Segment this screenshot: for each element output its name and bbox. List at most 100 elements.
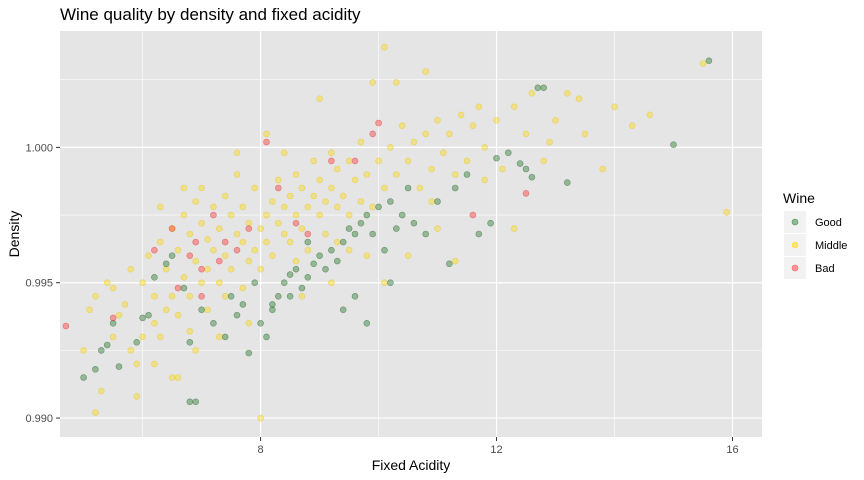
data-point-middle (233, 171, 241, 178)
data-point-middle (552, 117, 559, 124)
data-point-bad (328, 157, 335, 165)
data-point-middle (127, 265, 135, 273)
x-tick-label: 12 (490, 444, 502, 456)
data-point-good (516, 160, 524, 167)
data-point-good (304, 238, 312, 246)
data-point-middle (339, 192, 347, 200)
data-point-bad (109, 314, 117, 322)
data-point-middle (233, 230, 241, 238)
data-point-middle (469, 122, 477, 129)
data-point-bad (469, 211, 477, 219)
data-point-middle (316, 95, 323, 102)
data-point-good (381, 246, 388, 254)
data-point-bad (186, 252, 194, 259)
y-tick-label: 0.990 (25, 413, 53, 425)
data-point-middle (410, 138, 418, 146)
data-point-middle (310, 192, 318, 200)
data-point-middle (139, 279, 146, 287)
data-point-middle (227, 265, 235, 273)
data-point-good (186, 398, 194, 406)
data-point-middle (139, 333, 146, 341)
data-point-good (445, 260, 453, 268)
data-point-bad (210, 211, 217, 219)
legend-label-bad: Bad (815, 263, 835, 275)
data-point-bad (198, 292, 205, 300)
data-point-good (563, 179, 571, 186)
y-axis-ticks: 0.990 0.995 1.000 (25, 142, 60, 425)
data-point-good (103, 341, 111, 349)
data-point-middle (274, 176, 282, 184)
data-point-middle (186, 230, 194, 238)
data-point-good (422, 230, 430, 238)
data-point-middle (345, 246, 353, 254)
data-point-middle (216, 279, 223, 287)
data-point-good (80, 374, 87, 381)
data-point-good (280, 279, 288, 287)
data-point-middle (233, 149, 241, 157)
data-point-middle (221, 292, 229, 300)
data-point-middle (363, 252, 371, 259)
data-point-good (322, 265, 329, 273)
data-point-good (387, 198, 394, 205)
data-point-good (133, 338, 140, 346)
data-point-good (345, 225, 353, 232)
data-point-middle (304, 246, 312, 254)
data-point-good (210, 319, 217, 327)
legend: Wine Good Middle Bad (783, 190, 847, 279)
data-point-middle (162, 265, 170, 273)
data-point-good (286, 292, 294, 300)
data-point-good (339, 238, 347, 246)
data-point-middle (162, 306, 170, 314)
data-point-middle (440, 149, 447, 157)
data-point-middle (80, 347, 87, 354)
data-point-middle (280, 203, 288, 211)
data-point-good (292, 265, 300, 273)
data-point-middle (204, 306, 211, 314)
data-point-middle (257, 265, 264, 273)
data-point-good (139, 314, 146, 322)
data-point-middle (428, 198, 435, 205)
data-point-good (434, 198, 441, 205)
data-point-middle (292, 257, 300, 265)
data-point-middle (369, 203, 377, 211)
data-point-middle (434, 117, 441, 124)
data-point-middle (92, 409, 99, 416)
data-point-good (451, 184, 459, 192)
data-point-good (357, 219, 365, 227)
data-point-middle (174, 374, 182, 381)
data-point-middle (328, 184, 335, 192)
plot-panel (60, 31, 762, 437)
data-point-good (369, 230, 377, 238)
data-point-good (670, 141, 677, 148)
data-point-middle (198, 219, 205, 227)
data-point-good (92, 365, 99, 373)
data-point-middle (333, 203, 341, 211)
data-point-middle (115, 311, 123, 319)
data-point-middle (463, 157, 471, 165)
data-point-middle (333, 165, 341, 173)
data-point-good (339, 306, 347, 314)
data-point-middle (575, 95, 583, 102)
data-point-good (392, 225, 400, 232)
data-point-middle (333, 238, 341, 246)
data-point-middle (263, 211, 270, 219)
legend-items: Good Middle Bad (784, 211, 847, 279)
data-point-middle (103, 279, 111, 287)
data-point-middle (451, 171, 459, 178)
data-point-good (363, 211, 371, 219)
data-point-middle (174, 246, 182, 254)
data-point-good (705, 57, 713, 65)
data-point-bad (351, 157, 359, 165)
data-point-good (192, 398, 199, 406)
data-point-good (304, 273, 312, 281)
data-point-middle (251, 184, 258, 192)
data-point-good (528, 173, 536, 181)
data-point-good (298, 284, 306, 292)
data-point-middle (239, 284, 247, 292)
data-point-middle (699, 60, 707, 67)
data-point-middle (404, 252, 412, 259)
data-point-middle (428, 165, 435, 173)
data-point-middle (121, 301, 129, 308)
data-point-middle (310, 157, 318, 165)
data-point-middle (216, 225, 223, 232)
